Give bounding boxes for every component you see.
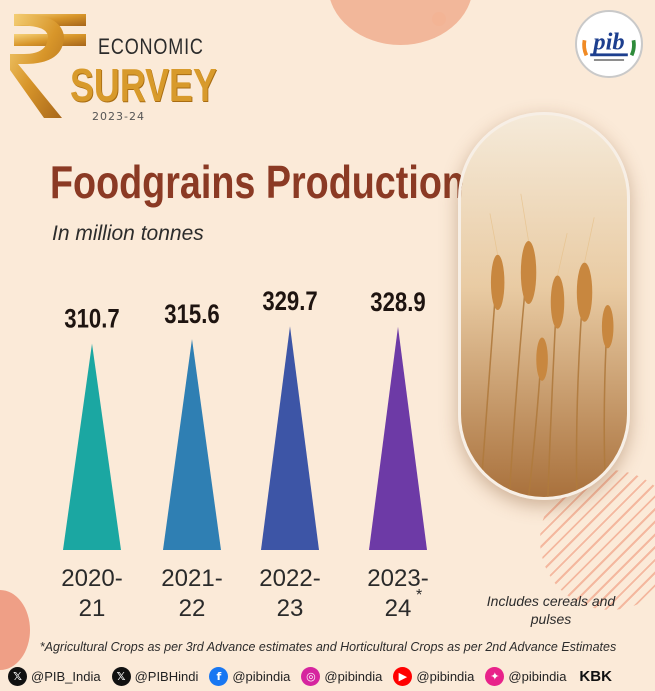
logo-year-text: 2023-24 bbox=[92, 110, 145, 123]
facebook-icon: f bbox=[209, 667, 229, 686]
x-icon: 𝕏 bbox=[111, 667, 131, 686]
bar-3 bbox=[369, 326, 427, 550]
social-handle: @pibindia bbox=[232, 669, 291, 684]
tick-label-0-line2: 21 bbox=[79, 595, 106, 622]
data-label-2: 329.7 bbox=[262, 287, 317, 317]
social-link-3[interactable]: ◎ @pibindia bbox=[301, 667, 382, 686]
bar-1 bbox=[163, 339, 221, 550]
social-link-5[interactable]: ✦ @pibindia bbox=[485, 667, 566, 686]
tick-label-2-line1: 2022- bbox=[259, 565, 320, 592]
social-handle: @pibindia bbox=[324, 669, 383, 684]
social-link-0[interactable]: 𝕏 @PIB_India bbox=[8, 667, 101, 686]
social-handle: @pibindia bbox=[508, 669, 567, 684]
data-label-3: 328.9 bbox=[370, 288, 425, 318]
social-link-2[interactable]: f @pibindia bbox=[209, 667, 290, 686]
note-text: Includes cereals and pulses bbox=[486, 593, 616, 627]
chart-title: Foodgrains Production bbox=[50, 156, 465, 208]
svg-text:pib: pib bbox=[591, 29, 624, 56]
data-label-0: 310.7 bbox=[64, 305, 119, 335]
data-label-1: 315.6 bbox=[164, 300, 219, 330]
bar-2 bbox=[261, 326, 319, 550]
social-handle: @PIBHindi bbox=[134, 669, 199, 684]
social-link-1[interactable]: 𝕏 @PIBHindi bbox=[111, 667, 199, 686]
kooapp-icon: ✦ bbox=[485, 667, 505, 686]
youtube-icon: ▶ bbox=[393, 667, 413, 686]
chart-subtitle: In million tonnes bbox=[52, 222, 204, 245]
pib-logo-icon: pib bbox=[575, 10, 643, 78]
instagram-icon: ◎ bbox=[301, 667, 321, 686]
social-bar: 𝕏 @PIB_India 𝕏 @PIBHindi f @pibindia ◎ @pibindi… bbox=[0, 662, 655, 691]
decorative-dot bbox=[432, 12, 446, 26]
tick-label-3-mark: * bbox=[416, 587, 422, 604]
bar-0 bbox=[63, 343, 121, 550]
social-handle: @pibindia bbox=[416, 669, 475, 684]
logo-economic-text: ECONOMIC bbox=[98, 34, 204, 59]
tick-label-0-line1: 2020- bbox=[61, 565, 122, 592]
tick-label-3-line2: 24 bbox=[385, 595, 412, 622]
tick-label-1-line2: 22 bbox=[179, 595, 206, 622]
credit-text: KBK bbox=[579, 668, 612, 685]
wheat-image bbox=[458, 112, 630, 500]
tick-label-3-line1: 2023- bbox=[367, 565, 428, 592]
tick-label-1-line1: 2021- bbox=[161, 565, 222, 592]
footnote-text: *Agricultural Crops as per 3rd Advance e… bbox=[39, 640, 617, 654]
social-link-4[interactable]: ▶ @pibindia bbox=[393, 667, 474, 686]
x-icon: 𝕏 bbox=[8, 667, 27, 686]
tick-label-2-line2: 23 bbox=[277, 595, 304, 622]
rupee-logo-icon bbox=[10, 13, 86, 118]
logo-survey-text: SURVEY bbox=[70, 59, 217, 111]
social-handle: @PIB_India bbox=[31, 669, 101, 684]
